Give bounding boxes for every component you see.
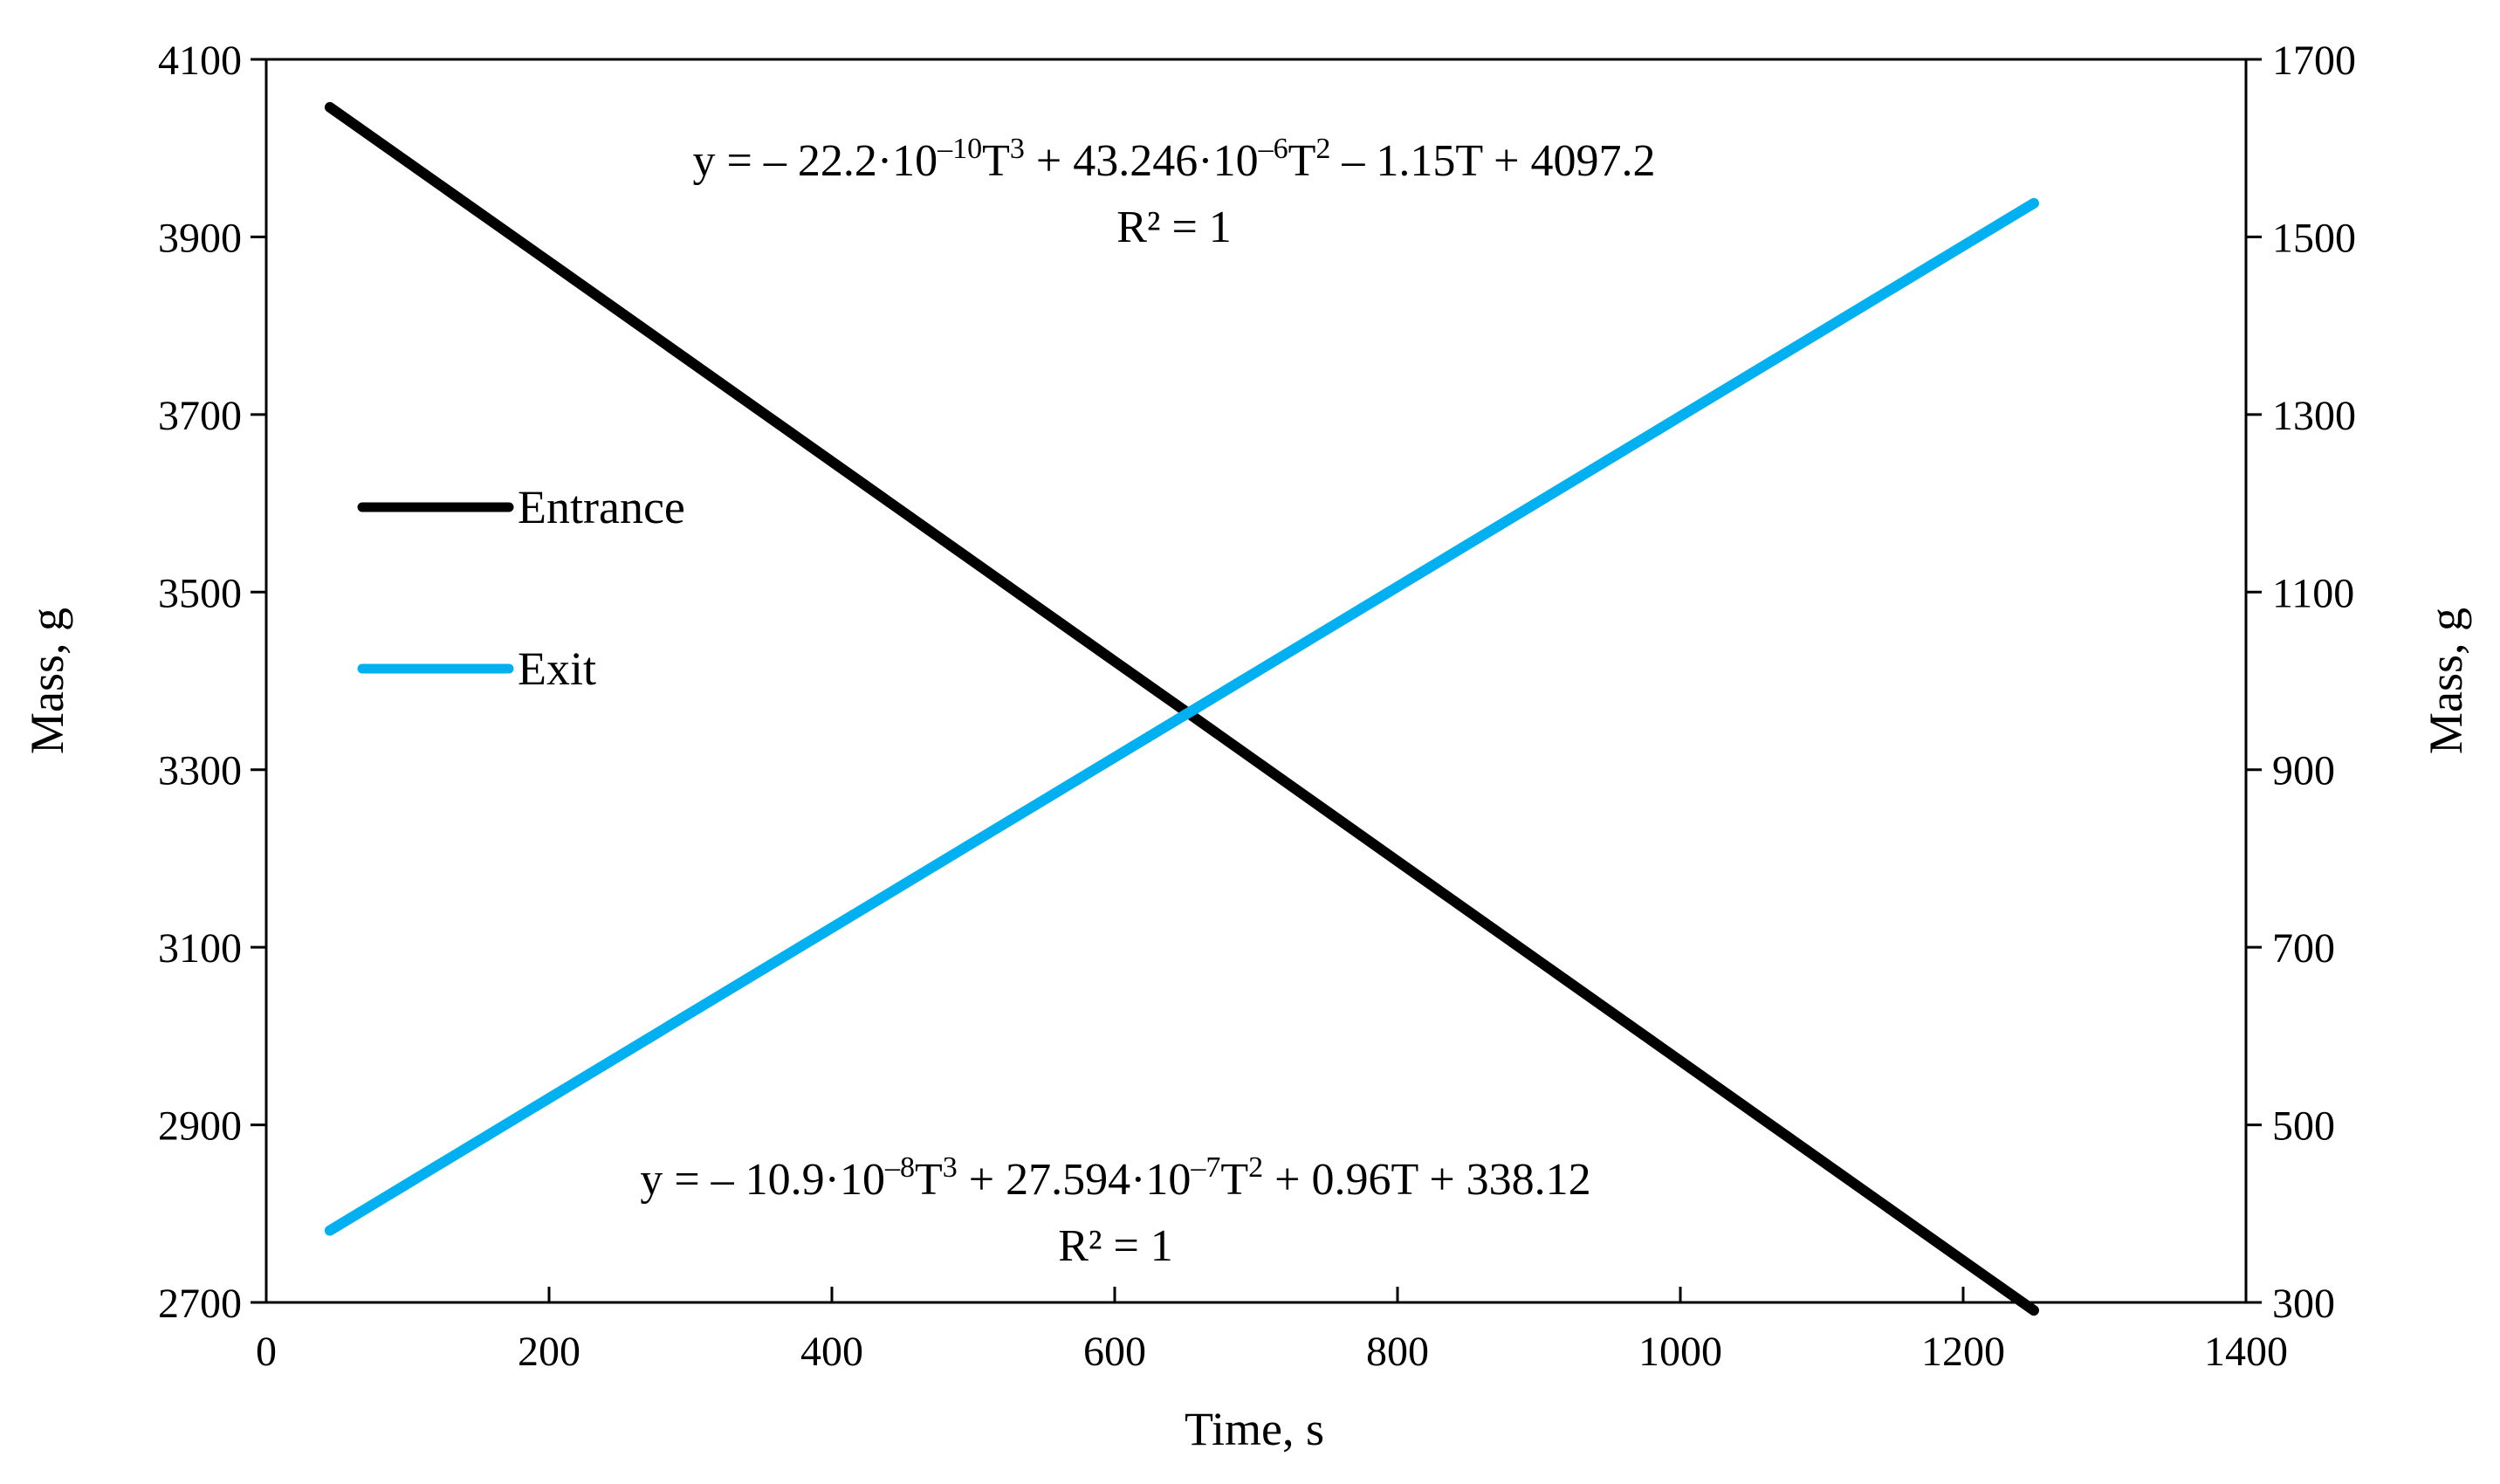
x-axis: 0 200 400 600 800 1000 1200 1400	[256, 1287, 2288, 1375]
left-y-tick-label: 4100	[158, 38, 242, 84]
left-y-tick-label: 2900	[158, 1103, 242, 1150]
left-y-tick-label: 3100	[158, 925, 242, 972]
left-y-tick-label: 3500	[158, 570, 242, 616]
right-y-tick-label: 700	[2272, 925, 2335, 972]
right-y-tick-label: 500	[2272, 1103, 2335, 1150]
exit-trendline-equation: y = – 10.9·10–8T3 + 27.594·10–7T2 + 0.96…	[640, 1151, 1590, 1205]
legend-label-exit: Exit	[518, 642, 596, 695]
legend-label-entrance: Entrance	[518, 481, 685, 533]
right-y-tick-label: 1500	[2272, 215, 2356, 261]
left-y-axis-title: Mass, g	[21, 608, 73, 754]
x-tick-label: 800	[1366, 1329, 1429, 1375]
left-y-tick-label: 2700	[158, 1281, 242, 1327]
right-y-tick-label: 900	[2272, 748, 2335, 794]
left-y-tick-label: 3700	[158, 393, 242, 439]
series-line-exit	[324, 197, 2039, 1236]
x-tick-label: 1400	[2204, 1329, 2288, 1375]
left-y-tick-label: 3300	[158, 748, 242, 794]
x-tick-label: 200	[518, 1329, 580, 1375]
left-y-tick-label: 3900	[158, 215, 242, 261]
x-tick-label: 400	[800, 1329, 863, 1375]
right-y-axis-title: Mass, g	[2420, 608, 2472, 754]
x-tick-label: 1000	[1638, 1329, 1722, 1375]
entrance-trendline-equation: y = – 22.2·10–10T3 + 43.246·10–6T2 – 1.1…	[693, 133, 1656, 186]
entrance-r-squared: R² = 1	[1116, 203, 1232, 252]
right-y-axis: 300 500 700 900 1100 1300 1500 1700	[2246, 38, 2356, 1327]
x-tick-label: 0	[256, 1329, 277, 1375]
right-y-tick-label: 1100	[2272, 570, 2354, 616]
plot-area	[264, 58, 2248, 1304]
x-tick-label: 1200	[1921, 1329, 2005, 1375]
x-axis-title: Time, s	[1185, 1403, 1324, 1455]
right-y-tick-label: 1700	[2272, 38, 2356, 84]
right-y-tick-label: 1300	[2272, 393, 2356, 439]
series-layer	[324, 101, 2039, 1316]
legend: Entrance Exit	[357, 481, 685, 695]
series-line-entrance	[324, 101, 2039, 1316]
left-y-axis: 2700 2900 3100 3300 3500 3700 3900 4100	[158, 38, 266, 1327]
exit-r-squared: R² = 1	[1058, 1221, 1173, 1271]
right-y-tick-label: 300	[2272, 1281, 2335, 1327]
x-tick-label: 600	[1083, 1329, 1146, 1375]
